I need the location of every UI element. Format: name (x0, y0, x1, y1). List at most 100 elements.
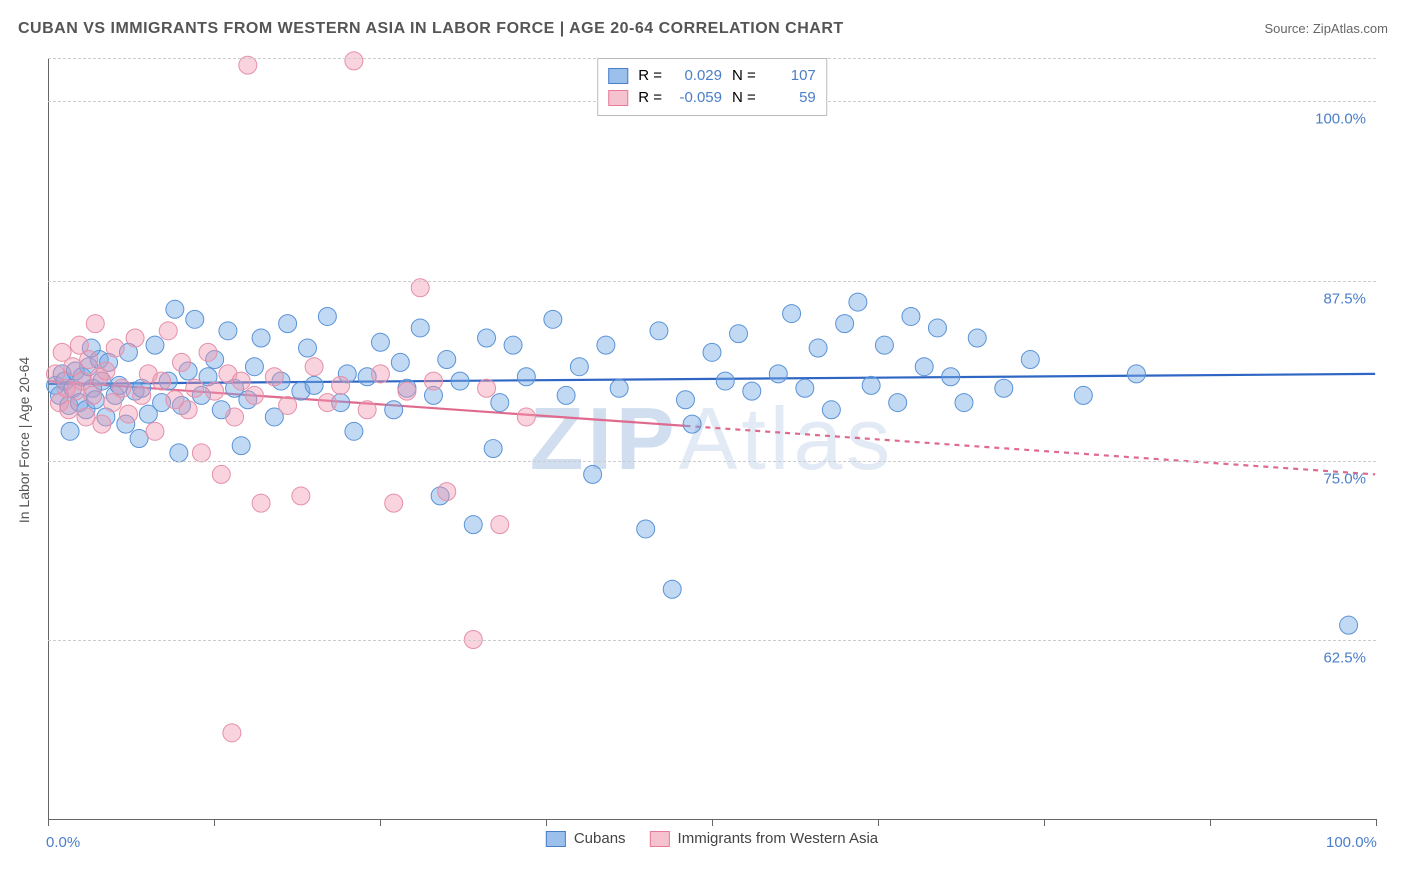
grid-line (48, 281, 1376, 282)
scatter-point (133, 386, 151, 404)
scatter-point (398, 382, 416, 400)
scatter-point (411, 319, 429, 337)
scatter-point (928, 319, 946, 337)
chart-title: CUBAN VS IMMIGRANTS FROM WESTERN ASIA IN… (18, 20, 844, 38)
scatter-point (279, 315, 297, 333)
scatter-point (299, 339, 317, 357)
legend-label: Cubans (574, 830, 626, 847)
scatter-point (60, 401, 78, 419)
x-tick (48, 819, 49, 826)
scatter-point (544, 310, 562, 328)
scatter-point (504, 336, 522, 354)
grid-line (48, 640, 1376, 641)
scatter-point (955, 394, 973, 412)
y-tick-label: 87.5% (1323, 290, 1366, 307)
legend-label: Immigrants from Western Asia (678, 830, 879, 847)
scatter-point (464, 516, 482, 534)
scatter-point (796, 379, 814, 397)
scatter-point (173, 353, 191, 371)
y-tick-label: 62.5% (1323, 650, 1366, 667)
scatter-point (584, 465, 602, 483)
scatter-point (113, 379, 131, 397)
scatter-point (385, 401, 403, 419)
scatter-point (146, 336, 164, 354)
scatter-point (438, 351, 456, 369)
scatter-point (146, 422, 164, 440)
scatter-point (1074, 386, 1092, 404)
scatter-point (170, 444, 188, 462)
scatter-point (358, 401, 376, 419)
scatter-point (212, 465, 230, 483)
scatter-point (93, 415, 111, 433)
legend-swatch (608, 68, 628, 84)
scatter-point (783, 305, 801, 323)
legend-item: Cubans (546, 830, 626, 847)
y-tick-label: 75.0% (1323, 470, 1366, 487)
x-tick (380, 819, 381, 826)
scatter-point (130, 430, 148, 448)
legend-swatch (546, 831, 566, 847)
scatter-point (371, 333, 389, 351)
legend-swatch (650, 831, 670, 847)
grid-line (48, 461, 1376, 462)
scatter-point (491, 394, 509, 412)
scatter-point (61, 422, 79, 440)
scatter-point (318, 307, 336, 325)
scatter-point (192, 444, 210, 462)
scatter-point (97, 362, 115, 380)
scatter-point (491, 516, 509, 534)
scatter-point (769, 365, 787, 383)
scatter-point (968, 329, 986, 347)
x-tick (1210, 819, 1211, 826)
scatter-point (159, 322, 177, 340)
scatter-point (730, 325, 748, 343)
legend-row: R =-0.059N =59 (608, 87, 816, 109)
scatter-point (199, 343, 217, 361)
legend-n-label: N = (732, 65, 756, 87)
y-axis-title: In Labor Force | Age 20-64 (16, 357, 32, 523)
x-tick (546, 819, 547, 826)
scatter-point (345, 52, 363, 70)
scatter-point (743, 382, 761, 400)
scatter-point (219, 322, 237, 340)
scatter-point (902, 307, 920, 325)
scatter-point (438, 483, 456, 501)
legend-r-label: R = (638, 65, 662, 87)
x-tick (878, 819, 879, 826)
scatter-point (232, 437, 250, 455)
x-tick (214, 819, 215, 826)
scatter-point (245, 358, 263, 376)
scatter-point (232, 372, 250, 390)
scatter-point (942, 368, 960, 386)
source-label: Source: ZipAtlas.com (1264, 21, 1388, 36)
scatter-point (484, 440, 502, 458)
legend-n-value: 59 (766, 87, 816, 109)
scatter-points-layer (48, 58, 1376, 819)
scatter-point (683, 415, 701, 433)
scatter-point (650, 322, 668, 340)
scatter-point (305, 358, 323, 376)
correlation-legend: R =0.029N =107R =-0.059N =59 (597, 58, 827, 116)
scatter-point (226, 408, 244, 426)
scatter-point (889, 394, 907, 412)
scatter-point (570, 358, 588, 376)
legend-r-value: 0.029 (672, 65, 722, 87)
scatter-point (517, 368, 535, 386)
scatter-point (862, 376, 880, 394)
scatter-point (318, 394, 336, 412)
legend-item: Immigrants from Western Asia (650, 830, 879, 847)
scatter-point (424, 372, 442, 390)
x-tick (1044, 819, 1045, 826)
scatter-point (597, 336, 615, 354)
scatter-point (305, 376, 323, 394)
legend-r-label: R = (638, 87, 662, 109)
scatter-point (223, 724, 241, 742)
scatter-point (186, 379, 204, 397)
scatter-point (179, 401, 197, 419)
scatter-point (265, 368, 283, 386)
scatter-point (86, 315, 104, 333)
scatter-point (849, 293, 867, 311)
scatter-point (451, 372, 469, 390)
scatter-point (345, 422, 363, 440)
scatter-point (637, 520, 655, 538)
